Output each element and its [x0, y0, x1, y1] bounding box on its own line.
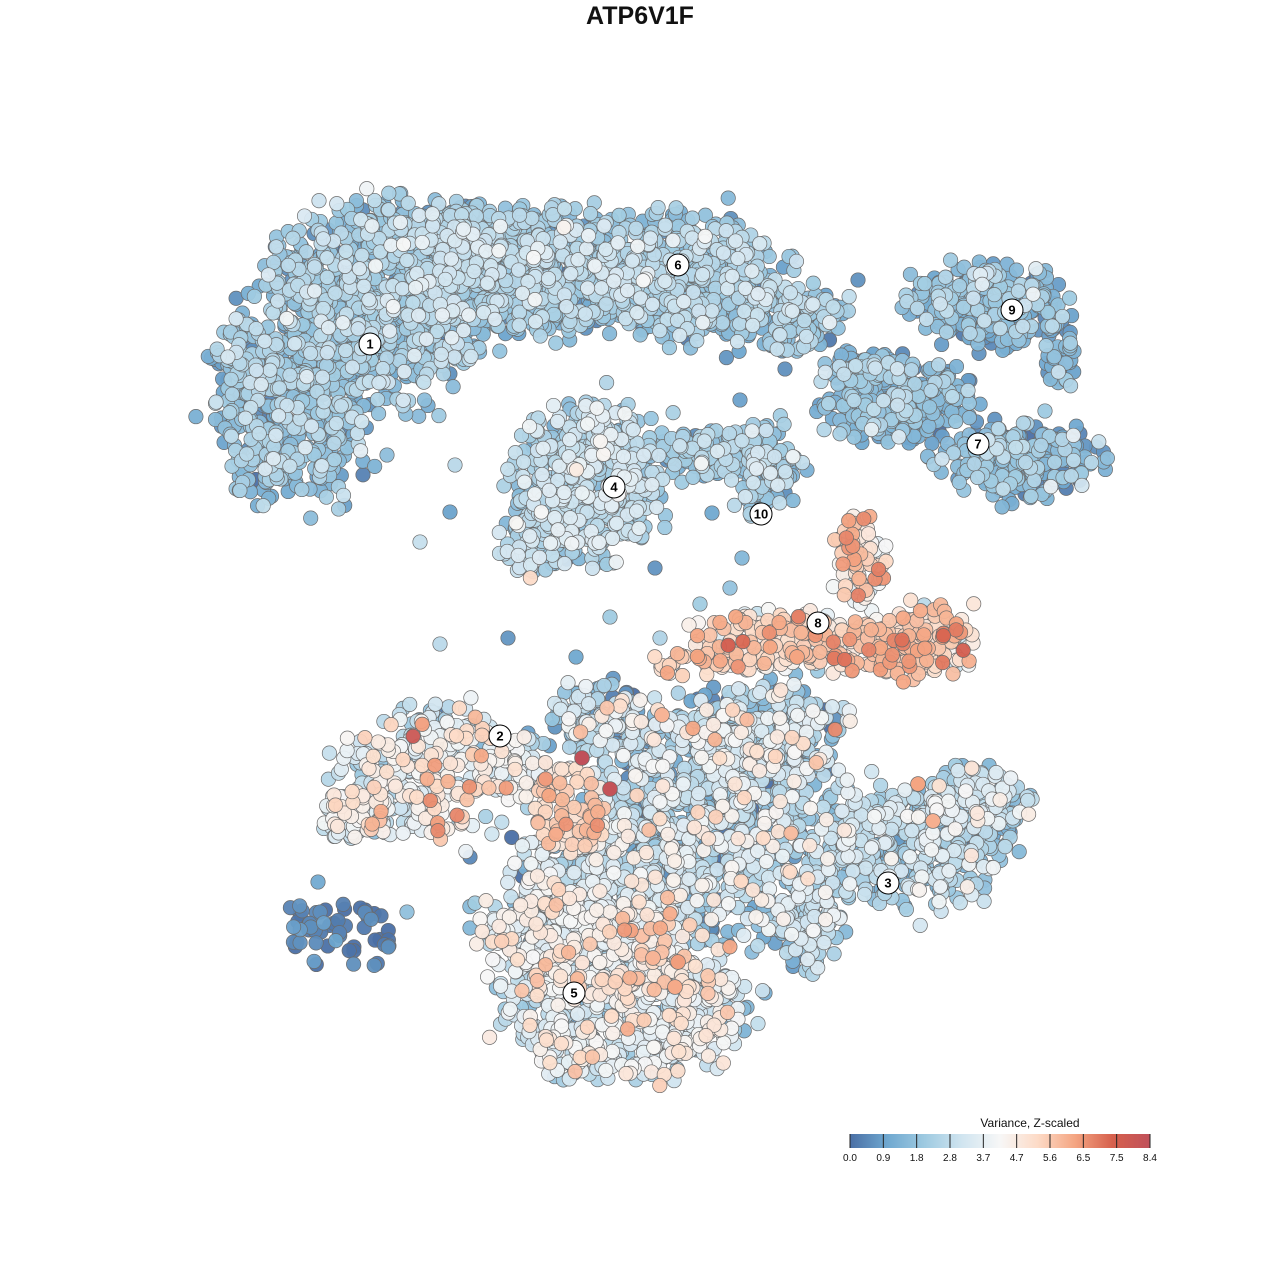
cell-point	[188, 409, 204, 425]
cell-point	[850, 272, 866, 288]
cell-point	[921, 418, 937, 434]
cell-point	[316, 915, 332, 931]
cell-point	[684, 210, 700, 226]
cell-point	[1008, 262, 1025, 278]
cell-point	[411, 408, 427, 424]
cell-point	[692, 596, 708, 612]
cell-point	[643, 410, 659, 427]
cell-point	[286, 919, 302, 935]
cell-point	[380, 939, 396, 955]
cell-point	[504, 829, 520, 845]
cell-point	[1023, 488, 1039, 504]
cell-point	[647, 560, 663, 576]
cell-point	[722, 580, 738, 596]
cell-point	[777, 361, 793, 377]
cell-point	[568, 649, 584, 665]
cell-point	[898, 901, 914, 918]
cell-point	[399, 904, 415, 920]
cell-point	[951, 278, 968, 294]
cell-point	[732, 392, 748, 408]
cell-point	[292, 898, 308, 914]
cell-point	[668, 200, 684, 216]
cell-point	[346, 956, 362, 972]
cell-point	[832, 426, 848, 442]
cell-point	[1011, 844, 1027, 860]
cell-point	[826, 946, 842, 962]
cell-point	[1038, 338, 1054, 354]
cell-point	[917, 276, 933, 292]
cell-point	[602, 326, 618, 342]
cell-point	[994, 499, 1010, 515]
cell-point	[1062, 290, 1078, 306]
cell-point	[611, 207, 627, 223]
cell-point	[445, 379, 461, 395]
cell-point	[596, 677, 612, 694]
cell-point	[922, 399, 938, 415]
cell-point	[704, 505, 720, 521]
cell-point	[478, 808, 494, 825]
cell-point	[431, 408, 447, 424]
cell-point	[805, 275, 821, 291]
cell-point	[308, 935, 324, 951]
cell-point	[318, 489, 334, 505]
cell-point	[1099, 450, 1115, 466]
points-layer	[188, 181, 1115, 1094]
cell-point	[924, 435, 940, 451]
cell-point	[416, 392, 433, 408]
cell-point	[961, 410, 977, 426]
cell-point	[500, 630, 516, 646]
cell-point	[948, 358, 965, 375]
cell-point	[310, 874, 326, 890]
cell-point	[718, 350, 734, 366]
cell-point	[341, 943, 357, 959]
cell-point	[951, 474, 967, 490]
cell-point	[442, 504, 458, 520]
cell-point	[363, 911, 379, 927]
chart-title: ATP6V1F	[586, 2, 694, 30]
cell-point	[734, 550, 750, 566]
cell-point	[379, 447, 395, 463]
cell-point	[661, 340, 677, 356]
cell-point	[328, 933, 344, 949]
cell-point	[292, 935, 308, 951]
cell-point	[948, 413, 964, 429]
cell-point	[632, 327, 648, 343]
cell-point	[776, 416, 792, 432]
cell-point	[785, 492, 801, 509]
cell-point	[331, 501, 347, 517]
cell-point	[366, 957, 382, 973]
cell-point	[371, 406, 387, 422]
cell-point	[367, 458, 383, 474]
cell-point	[306, 953, 322, 969]
cell-point	[381, 185, 397, 201]
cell-point	[548, 335, 564, 351]
cell-point	[602, 609, 618, 625]
cell-point	[232, 482, 248, 499]
cell-point	[1037, 403, 1053, 419]
cell-point	[335, 896, 351, 912]
cell-point	[303, 510, 319, 526]
cell-point	[294, 481, 310, 498]
cell-point	[246, 288, 262, 304]
cell-point	[665, 405, 681, 421]
cell-point	[943, 252, 959, 268]
cell-point	[720, 190, 736, 206]
cell-point	[492, 343, 508, 359]
cell-point	[1062, 335, 1078, 351]
cell-point	[938, 324, 955, 340]
cell-point	[961, 395, 977, 411]
cell-point	[657, 519, 673, 536]
cell-point	[1047, 454, 1063, 470]
